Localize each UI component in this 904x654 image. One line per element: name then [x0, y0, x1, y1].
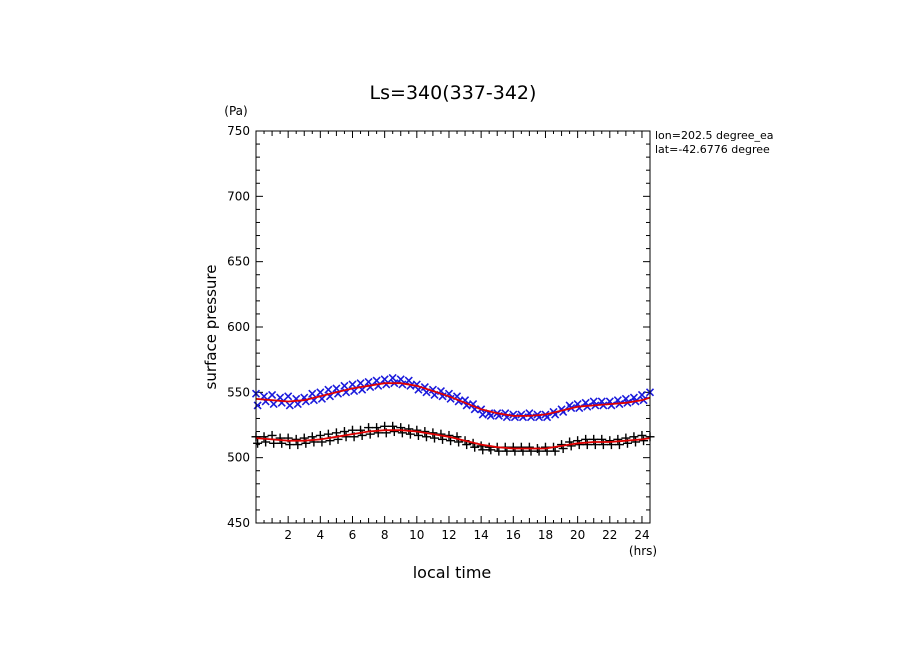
fit-line-3	[255, 429, 651, 450]
plus-marker	[637, 430, 647, 440]
plus-marker	[613, 434, 623, 444]
x-unit-label: (hrs)	[629, 544, 657, 558]
x-marker	[316, 388, 325, 397]
x-marker	[348, 380, 357, 389]
x-marker	[285, 401, 294, 410]
x-marker	[518, 413, 528, 422]
plus-marker	[331, 428, 341, 438]
plus-marker	[566, 441, 576, 451]
plot-background	[256, 131, 650, 523]
chart-title: Ls=340(337-342)	[370, 82, 537, 104]
x-marker	[269, 400, 278, 409]
annotation-lat: lat=-42.6776 degree	[655, 143, 770, 156]
plot-frame	[255, 130, 651, 524]
plus-marker	[323, 429, 333, 439]
plus-marker	[524, 442, 534, 452]
x-tick-label: 6	[349, 528, 357, 542]
x-marker	[398, 380, 407, 389]
x-tick-label: 14	[474, 528, 489, 542]
plus-marker	[339, 427, 349, 437]
x-marker	[284, 392, 293, 401]
y-tick-label: 550	[227, 385, 250, 399]
annotation-lon: lon=202.5 degree_ea	[655, 129, 774, 142]
x-tick-label: 8	[381, 528, 389, 542]
x-tick-label: 2	[284, 528, 292, 542]
plus-marker	[315, 430, 325, 440]
x-marker	[486, 411, 495, 420]
x-marker	[406, 381, 415, 390]
fit-line-2	[255, 382, 651, 417]
plus-marker	[267, 430, 277, 440]
plus-marker	[582, 440, 592, 450]
y-axis-label: surface pressure	[202, 265, 220, 390]
y-unit-label: (Pa)	[224, 104, 247, 118]
x-marker	[324, 385, 333, 394]
plus-marker	[259, 432, 269, 442]
x-tick-label: 22	[602, 528, 617, 542]
plus-marker	[470, 442, 480, 452]
x-marker	[382, 380, 391, 389]
x-tick-label: 24	[634, 528, 649, 542]
x-marker	[478, 410, 487, 419]
x-marker	[268, 390, 277, 400]
x-tick-label: 18	[538, 528, 553, 542]
plus-marker	[574, 440, 584, 450]
fit-lines	[255, 382, 651, 450]
plus-marker	[452, 432, 462, 442]
y-tick-label: 700	[227, 189, 250, 203]
plus-marker	[412, 425, 422, 435]
x-marker	[340, 381, 349, 390]
plus-marker	[605, 436, 615, 446]
plus-marker	[341, 432, 351, 442]
plus-marker	[275, 433, 285, 443]
y-tick-label: 500	[227, 451, 250, 465]
plus-marker	[639, 436, 649, 446]
y-tick-label: 450	[227, 516, 250, 530]
x-tick-label: 10	[409, 528, 424, 542]
x-marker	[510, 413, 519, 422]
plus-marker	[550, 446, 560, 456]
x-axis-label: local time	[413, 563, 492, 582]
y-tick-label: 600	[227, 320, 250, 334]
x-marker	[253, 401, 262, 410]
plus-marker	[631, 437, 641, 447]
x-tick-label: 12	[441, 528, 456, 542]
x-marker	[308, 389, 317, 398]
plus-marker	[404, 424, 414, 434]
x-tick-label: 4	[317, 528, 325, 542]
plus-marker	[478, 445, 488, 455]
plus-marker	[389, 427, 399, 437]
x-tick-label: 16	[506, 528, 521, 542]
x-marker	[356, 379, 365, 388]
plus-marker	[516, 442, 526, 452]
x-tick-label: 20	[570, 528, 585, 542]
plus-marker	[508, 442, 518, 452]
plus-marker	[253, 438, 263, 448]
y-tick-label: 650	[227, 255, 250, 269]
plus-marker	[309, 437, 319, 447]
y-tick-label: 750	[227, 124, 250, 138]
axis-ticks: 2 4 6 8 10 12 14 16 18 20 22 2445050055060065070075…	[227, 124, 650, 542]
plus-marker	[291, 434, 301, 444]
